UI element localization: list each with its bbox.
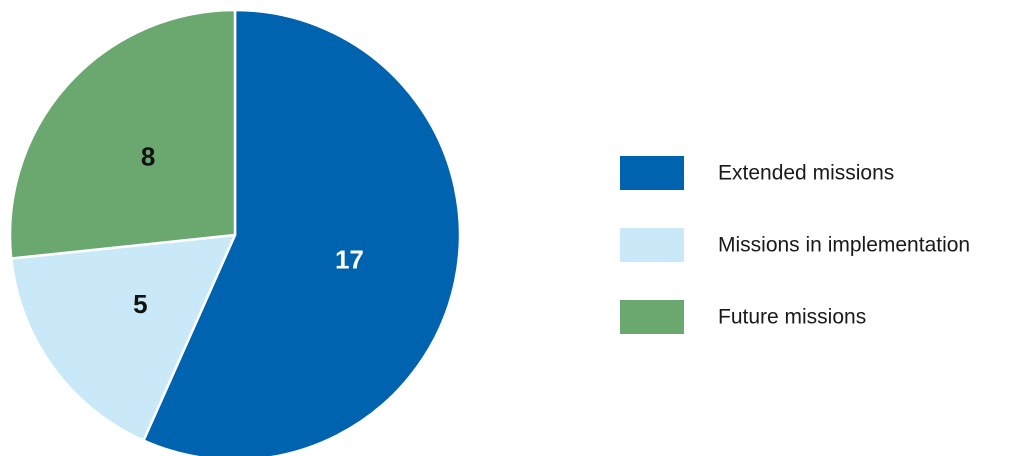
legend-swatch-future-missions [620, 300, 684, 334]
data-label-missions-in-implementation: 5 [133, 289, 147, 319]
pie-slices [8, 8, 462, 456]
legend: Extended missions Missions in implementat… [620, 156, 970, 334]
pie-slice-extended-missions [142, 8, 462, 456]
data-label-future-missions: 8 [141, 142, 155, 172]
legend-swatch-extended-missions [620, 156, 684, 190]
pie-slice-missions-in-implementation [9, 233, 237, 442]
legend-label-future-missions: Future missions [718, 306, 866, 329]
pie-slice-future-missions [8, 8, 237, 260]
legend-swatch-missions-in-implementation [620, 228, 684, 262]
legend-label-extended-missions: Extended missions [718, 162, 894, 185]
legend-label-missions-in-implementation: Missions in implementation [718, 234, 970, 257]
data-label-extended-missions: 17 [335, 244, 364, 274]
